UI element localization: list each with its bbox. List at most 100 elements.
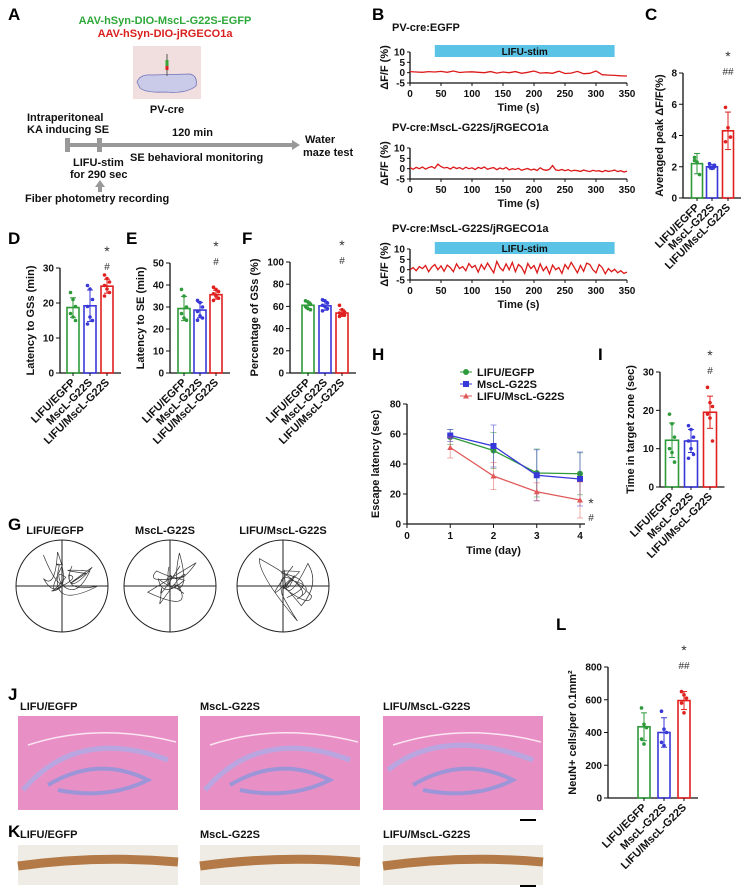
bar xyxy=(193,309,207,374)
x-tick-label: 50 xyxy=(435,185,447,196)
fissure xyxy=(209,731,359,746)
bar xyxy=(301,304,315,374)
data-point xyxy=(88,315,92,319)
data-point xyxy=(342,313,347,318)
y-tick-label: 10 xyxy=(643,444,655,455)
data-point xyxy=(639,706,644,710)
data-point xyxy=(490,473,497,479)
data-point xyxy=(672,460,677,464)
y-tick-label: 10 xyxy=(394,144,406,155)
data-point xyxy=(692,158,697,163)
data-point xyxy=(682,693,686,697)
y-tick-label: 40 xyxy=(390,460,402,471)
data-point xyxy=(689,427,693,432)
legend-label: MscL-G22S xyxy=(477,379,537,391)
x-tick-label: 2 xyxy=(491,531,497,542)
data-point xyxy=(216,296,221,301)
y-tick-label: 50 xyxy=(153,259,165,270)
y-tick-label: -5 xyxy=(396,79,405,90)
data-point xyxy=(705,385,710,390)
hippocampal-ca-band xyxy=(386,742,534,772)
data-point xyxy=(198,314,202,318)
duration-label: 120 min xyxy=(172,127,213,139)
data-point xyxy=(644,725,649,730)
data-point xyxy=(102,294,107,298)
panel-label-f: F xyxy=(242,229,252,248)
significance-star: * xyxy=(339,237,345,253)
y-tick-label: 4 xyxy=(671,131,677,142)
data-point xyxy=(200,305,205,309)
data-point xyxy=(325,306,330,311)
data-point xyxy=(182,294,186,298)
y-tick-label: 10 xyxy=(394,48,406,59)
brain-injection-illustration xyxy=(133,46,201,99)
data-point xyxy=(71,315,75,319)
data-point xyxy=(90,318,95,323)
x-tick-label: 250 xyxy=(557,185,574,196)
he-stain-image xyxy=(18,716,178,810)
hippocampal-ca-band xyxy=(21,745,169,792)
data-point xyxy=(664,730,669,735)
data-point xyxy=(728,135,733,139)
data-point xyxy=(211,292,216,296)
data-point xyxy=(659,709,664,714)
y-tick-label: 5 xyxy=(399,255,405,266)
data-point xyxy=(577,476,583,482)
x-tick-label: 150 xyxy=(495,89,512,100)
panel-label-k: K xyxy=(8,822,21,841)
trace-line xyxy=(409,163,628,173)
y-tick-label: -5 xyxy=(396,175,405,186)
virus-red-label: AAV-hSyn-DIO-jRGECO1a xyxy=(98,28,234,40)
stim-bar xyxy=(434,242,615,254)
panel-label-a: A xyxy=(8,5,20,24)
j-title-3: LIFU/MscL-G22S xyxy=(383,701,470,713)
x-tick-label: 0 xyxy=(407,286,413,297)
legend-marker xyxy=(463,381,469,387)
panel-label-e: E xyxy=(126,229,137,248)
y-tick-label: 0 xyxy=(399,265,405,276)
data-point xyxy=(308,307,313,312)
k-title-3: LIFU/MscL-G22S xyxy=(383,829,470,841)
y-tick-label: -5 xyxy=(396,276,405,287)
data-point xyxy=(68,311,73,316)
data-point xyxy=(303,304,308,309)
data-point xyxy=(708,400,712,405)
x-axis-label: Time (s) xyxy=(498,102,540,114)
data-point xyxy=(662,743,666,748)
y-tick-label: 40 xyxy=(273,324,285,335)
x-tick-label: 3 xyxy=(534,531,540,542)
data-point xyxy=(533,472,540,479)
legend-marker xyxy=(463,393,469,399)
y-tick-label: 0 xyxy=(648,483,654,494)
y-tick-label: 10 xyxy=(153,347,165,358)
data-point xyxy=(667,412,672,416)
x-tick-label: 250 xyxy=(557,286,574,297)
x-tick-label: 300 xyxy=(588,89,605,100)
trace-title: PV-cre:MscL-G22S/jRGECO1a xyxy=(392,223,549,235)
x-tick-label: 50 xyxy=(435,286,447,297)
data-point xyxy=(306,300,310,304)
y-tick-label: 400 xyxy=(585,728,602,739)
histology-images xyxy=(17,716,544,887)
y-axis-label: Latency to GSs (min) xyxy=(25,265,37,375)
dentate-gyrus-band xyxy=(228,766,335,796)
data-point xyxy=(686,423,691,428)
x-tick-label: 150 xyxy=(495,286,512,297)
panel-label-d: D xyxy=(8,229,20,248)
y-tick-label: 800 xyxy=(585,663,602,674)
x-tick-label: 200 xyxy=(526,89,543,100)
data-point xyxy=(88,287,92,291)
j-title-1: LIFU/EGFP xyxy=(20,701,77,713)
bar xyxy=(100,285,114,374)
he-stain-image xyxy=(383,716,543,810)
y-tick-label: 6 xyxy=(671,100,677,111)
y-tick-label: 5 xyxy=(399,58,405,69)
data-point xyxy=(200,316,205,320)
data-point xyxy=(447,444,454,450)
data-point xyxy=(195,298,200,303)
x-axis-label: Time (s) xyxy=(498,299,540,311)
x-tick-label: 300 xyxy=(588,185,605,196)
